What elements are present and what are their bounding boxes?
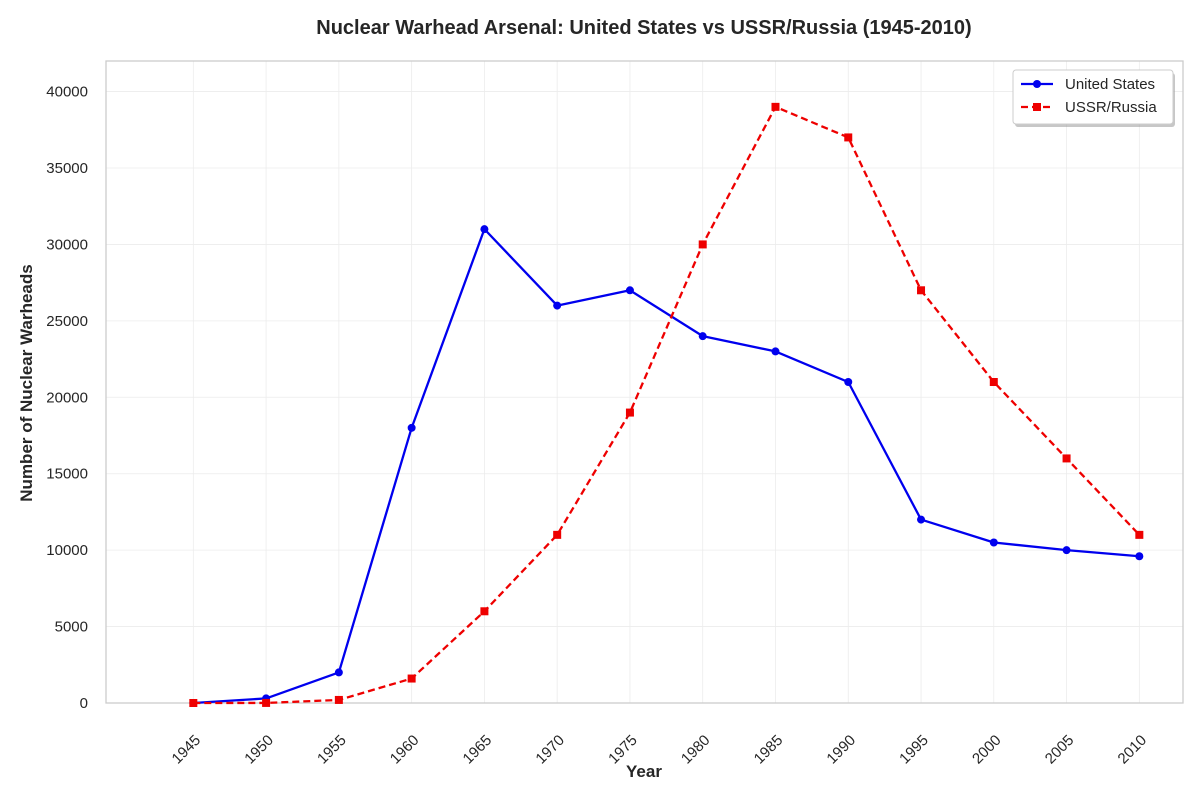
x-tick-label: 2000 [969,732,1005,768]
data-point-ussr-russia [989,378,998,386]
data-point-united-states [698,332,707,341]
data-point-united-states [989,538,998,547]
data-point-united-states [917,515,926,524]
data-point-ussr-russia [1062,454,1071,463]
data-point-ussr-russia [771,102,780,111]
data-point-united-states [1135,552,1144,561]
series-layer [189,102,1144,707]
series-line-ussr-russia [193,105,1141,705]
y-tick-label: 40000 [46,84,88,101]
plot-area: 0 5000 10000 15000 20000 25000 30000 35000 40000… [46,60,1184,768]
y-tick-label: 35000 [46,160,88,177]
series-united-states [189,225,1144,707]
x-tick-label: 1995 [896,732,932,768]
legend-marker-ussr-russia [1033,103,1041,111]
x-tick-label: 2005 [1042,732,1078,768]
chart-title: Nuclear Warhead Arsenal: United States v… [316,17,971,39]
data-point-united-states [625,286,634,295]
y-tick-label: 10000 [46,542,88,559]
y-tick-label: 15000 [46,466,88,483]
x-tick-label: 1945 [169,732,205,768]
legend: United States USSR/Russia [1012,69,1175,127]
data-point-ussr-russia [844,133,853,142]
y-tick-label: 5000 [55,619,88,636]
x-tick-label: 1980 [678,732,714,768]
data-point-united-states [334,668,343,677]
data-point-ussr-russia [625,408,634,417]
y-tick-label: 0 [80,695,88,712]
data-point-united-states [553,301,562,310]
x-tick-label: 1950 [241,732,277,768]
data-point-ussr-russia [698,240,707,249]
y-tick-label: 30000 [46,236,88,253]
x-tick-label: 2010 [1115,732,1151,768]
y-tick-label: 20000 [46,389,88,406]
x-tick-label: 1990 [823,732,859,768]
data-point-ussr-russia [553,530,562,539]
data-point-ussr-russia [917,286,926,295]
data-point-ussr-russia [480,607,489,616]
data-point-ussr-russia [189,699,198,707]
grid [106,61,1183,704]
data-point-united-states [480,225,489,234]
y-axis-ticks: 0 5000 10000 15000 20000 25000 30000 35000 40000 [46,84,88,712]
data-point-ussr-russia [407,674,416,683]
legend-marker-united-states [1033,80,1041,88]
data-point-united-states [407,423,416,432]
x-tick-label: 1955 [314,732,350,768]
data-point-ussr-russia [1135,530,1144,539]
y-tick-label: 25000 [46,313,88,330]
x-axis-label: Year [626,762,662,781]
data-point-ussr-russia [334,695,343,704]
series-ussr-russia [189,102,1144,707]
y-axis-label: Number of Nuclear Warheads [17,264,36,501]
legend-label-united-states: United States [1065,76,1155,93]
series-line-united-states [193,227,1140,705]
data-point-united-states [1062,546,1071,555]
legend-label-ussr-russia: USSR/Russia [1065,99,1157,116]
x-tick-label: 1985 [751,732,787,768]
plot-frame [105,60,1184,704]
x-tick-label: 1970 [532,732,568,768]
x-tick-label: 1960 [387,732,423,768]
data-point-united-states [771,347,780,356]
data-point-united-states [844,378,853,386]
data-point-ussr-russia [262,698,271,707]
x-tick-label: 1965 [460,732,496,768]
